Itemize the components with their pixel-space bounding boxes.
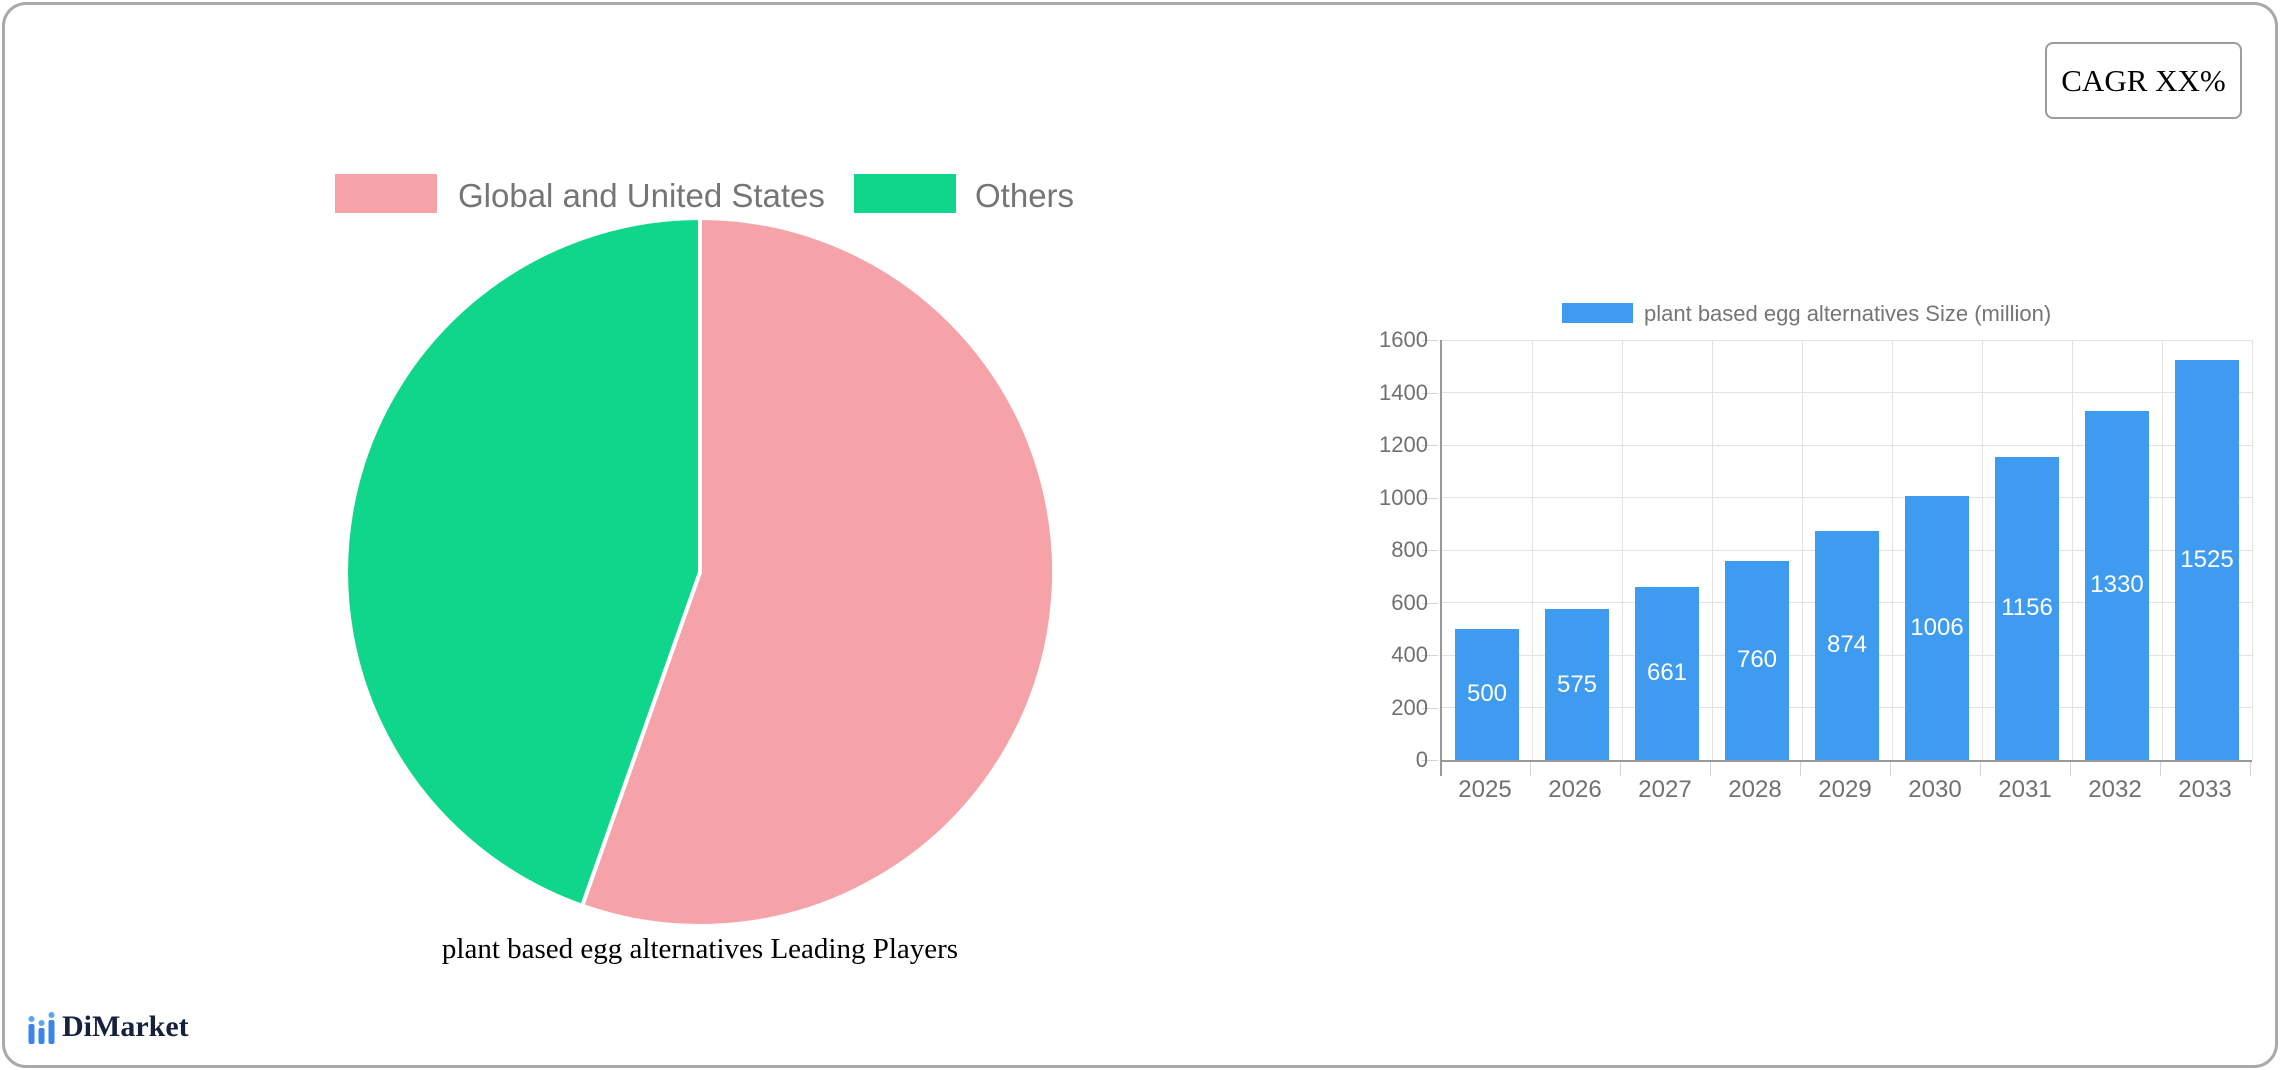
x-axis-tick (1980, 762, 1981, 776)
bar-value-label-2029: 874 (1826, 631, 1868, 659)
v-gridline (1891, 340, 1893, 760)
x-axis-tick (2160, 762, 2161, 776)
y-axis-label-1200: 1200 (1379, 432, 1428, 457)
y-axis-label-0: 0 (1415, 747, 1428, 772)
bar-chart-logo-icon (28, 1012, 55, 1044)
x-axis-label-2032: 2032 (2088, 776, 2142, 803)
pie-title: plant based egg alternatives Leading Pla… (441, 933, 959, 965)
y-axis-tick (1422, 392, 1438, 394)
y-axis-label-1400: 1400 (1379, 379, 1428, 405)
v-gridline (2071, 340, 2073, 760)
bar-value-label-2032: 1330 (2090, 571, 2144, 599)
y-axis-tick (1422, 760, 1438, 761)
x-axis-label-2027: 2027 (1638, 776, 1692, 803)
x-axis-label-2025: 2025 (1458, 776, 1512, 803)
bar-value-label-2028: 760 (1736, 646, 1778, 674)
x-axis-tick (1620, 762, 1621, 776)
bar-2031: 1156 (1995, 456, 2059, 760)
bar-2027: 661 (1635, 586, 1699, 760)
y-axis-tick (1422, 550, 1438, 551)
bar-2028: 760 (1725, 560, 1789, 760)
h-gridline (1442, 444, 2252, 446)
bar-value-label-2033: 1525 (2180, 545, 2234, 573)
x-axis-tick (2250, 762, 2251, 776)
bar-value-label-2027: 661 (1646, 659, 1688, 687)
v-gridline (1711, 340, 1713, 760)
pie-legend-swatch-global-us (335, 174, 437, 213)
y-axis-label-200: 200 (1391, 694, 1428, 720)
pie-slice-others (344, 216, 702, 908)
pie-legend-label-global-us: Global and United States (458, 177, 825, 214)
bar-value-label-2026: 575 (1556, 670, 1598, 698)
bar-2033: 1525 (2175, 359, 2239, 760)
cagr-badge: CAGR XX% (2045, 42, 2242, 119)
h-gridline (1442, 339, 2252, 341)
x-axis-label-2033: 2033 (2178, 776, 2232, 803)
bar-value-label-2030: 1006 (1910, 613, 1964, 641)
y-axis-label-1000: 1000 (1379, 484, 1428, 510)
bar-value-label-2025: 500 (1466, 680, 1508, 708)
h-gridline (1442, 497, 2252, 498)
y-axis-tick (1422, 340, 1438, 341)
x-axis-label-2031: 2031 (1998, 776, 2052, 803)
y-axis-label-1600: 1600 (1379, 327, 1428, 352)
y-axis-tick (1422, 655, 1438, 656)
y-axis-tick (1422, 707, 1438, 709)
v-gridline (1531, 340, 1533, 760)
x-axis-label-2028: 2028 (1728, 776, 1782, 803)
brand-name: DiMarket (62, 1010, 189, 1043)
bar-2032: 1330 (2085, 410, 2149, 760)
x-axis-label-2029: 2029 (1818, 776, 1872, 803)
bar-2026: 575 (1545, 609, 1609, 760)
v-gridline (1621, 340, 1623, 760)
y-axis-label-400: 400 (1391, 642, 1428, 667)
v-gridline (1801, 340, 1803, 760)
pie-legend-label-others: Others (975, 177, 1075, 214)
x-axis-label-2030: 2030 (1908, 776, 1962, 803)
bar-2025: 500 (1455, 628, 1519, 760)
bar-2029: 874 (1815, 530, 1879, 760)
bar-legend-label: plant based egg alternatives Size (milli… (1644, 301, 2052, 326)
x-axis-tick (1440, 762, 1442, 776)
y-axis-label-600: 600 (1391, 589, 1428, 615)
x-axis-tick (1800, 762, 1801, 776)
bar-legend-swatch (1562, 303, 1633, 323)
brand-logo: DiMarket (28, 1010, 189, 1044)
cagr-badge-label: CAGR XX% (2061, 62, 2226, 98)
y-axis-tick (1422, 602, 1438, 604)
y-axis-tick (1422, 497, 1438, 499)
v-gridline (2251, 340, 2253, 760)
x-axis-tick (1530, 762, 1531, 776)
y-axis-label-800: 800 (1391, 537, 1428, 562)
bar-2030: 1006 (1905, 495, 1969, 760)
x-axis-tick (2070, 762, 2071, 776)
bar-chart-plot: 500 575 661 760 874 1006 1156 1330 1525 (1440, 339, 2253, 762)
h-gridline (1442, 392, 2252, 393)
y-axis-tick (1422, 445, 1438, 446)
bar-value-label-2031: 1156 (2001, 594, 2053, 622)
pie-chart-svg (344, 216, 1056, 928)
x-axis-tick (1710, 762, 1711, 776)
pie-legend-swatch-others (854, 174, 956, 213)
v-gridline (1981, 340, 1983, 760)
x-axis-tick (1890, 762, 1891, 776)
x-axis-label-2026: 2026 (1548, 776, 1602, 803)
v-gridline (2161, 340, 2163, 760)
